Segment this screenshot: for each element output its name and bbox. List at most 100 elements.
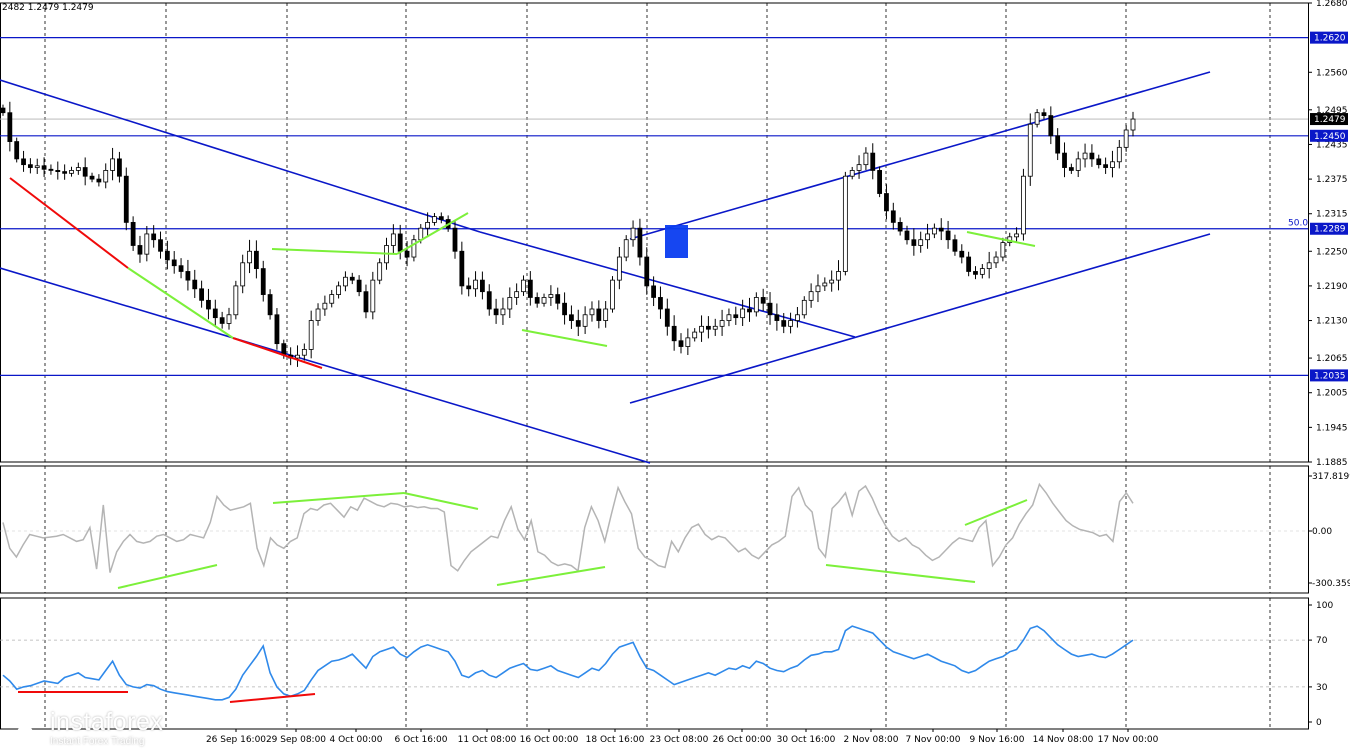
candle-body-bull <box>788 320 793 327</box>
candle <box>897 217 903 236</box>
bullish-divergence-line <box>271 248 398 255</box>
candle-body-bear <box>41 165 47 170</box>
candle <box>1103 157 1109 174</box>
candle-body-bull <box>1110 161 1115 168</box>
candle-body-bull <box>623 239 629 258</box>
candle-body-bear <box>555 294 561 304</box>
candle-body-bear <box>664 308 670 327</box>
candle <box>979 264 985 279</box>
candle-body-bear <box>870 152 876 171</box>
bullish-divergence-line <box>521 329 608 347</box>
candle-body-bull <box>432 216 437 223</box>
time-tick-label: 6 Oct 16:00 <box>395 735 448 745</box>
candle <box>322 295 328 316</box>
candle-body-bear <box>130 221 136 246</box>
candle-body-bear <box>356 279 362 293</box>
candle-body-bear <box>678 340 684 347</box>
candle-body-bull <box>630 227 636 241</box>
price-axis: 1.2680 1.2560 1.2495 1.2435 1.2375 1.2315 1.22… <box>1308 0 1350 728</box>
candle-body-bull <box>507 297 513 310</box>
candle-body-bull <box>719 320 725 327</box>
bearish-divergence-line <box>229 693 316 703</box>
candle-body-bear <box>534 297 540 304</box>
candle-body-bear <box>760 297 766 304</box>
candle-body-bear <box>363 291 369 313</box>
candle-body-bull <box>69 170 74 174</box>
candle <box>473 271 478 297</box>
candle-body-bear <box>349 276 355 281</box>
candle <box>96 174 102 187</box>
candle <box>740 299 746 326</box>
candle <box>226 307 232 330</box>
candle-body-bear <box>1062 152 1067 168</box>
candle <box>1075 151 1081 178</box>
candle-body-bull <box>390 233 396 246</box>
candle-body-bear <box>973 271 978 275</box>
candle <box>69 166 74 177</box>
candle-body-bear <box>945 230 951 241</box>
candle <box>171 251 177 274</box>
candle <box>1000 237 1006 262</box>
candle <box>815 274 821 303</box>
candle <box>267 289 273 320</box>
candle <box>747 297 752 322</box>
candle <box>616 246 622 290</box>
candle <box>637 218 643 266</box>
candle-body-bear <box>185 271 191 281</box>
candle <box>610 276 615 313</box>
candle <box>158 231 163 259</box>
candle <box>164 240 170 270</box>
rsi-tick-label: 0 <box>1316 718 1322 728</box>
candle <box>548 285 554 306</box>
ascending-channel-lower <box>629 233 1211 404</box>
candle-body-bull <box>1130 118 1136 131</box>
candle-body-bear <box>260 268 266 295</box>
candle-body-bull <box>925 233 930 241</box>
candle-body-bull <box>370 279 376 313</box>
time-tick-label: 29 Sep 08:00 <box>266 735 326 745</box>
candle-body-bull <box>1123 129 1129 148</box>
candle <box>966 251 972 277</box>
candle <box>658 286 663 319</box>
brand-logo: instaforex Instant Forex Trading <box>4 706 182 748</box>
candle <box>89 172 95 183</box>
time-tick-label: 23 Oct 08:00 <box>650 735 709 745</box>
candle <box>349 272 355 285</box>
candle-body-bear <box>637 227 643 258</box>
candle <box>7 101 13 152</box>
candle-body-bull <box>1082 152 1088 160</box>
candle <box>849 166 855 180</box>
candle-body-bull <box>808 291 814 301</box>
candle-body-bear <box>486 291 492 310</box>
candle-body-bull <box>685 337 691 347</box>
time-tick-label: 9 Nov 16:00 <box>970 735 1025 745</box>
candle-body-bull <box>918 239 924 246</box>
candle-body-bear <box>438 216 444 220</box>
rsi-tick-label: 30 <box>1316 683 1328 693</box>
fib-label: 50.0 <box>1288 219 1308 229</box>
candle-body-bear <box>82 167 88 177</box>
candle-body-bear <box>1096 158 1102 166</box>
candle <box>500 297 506 325</box>
time-tick-label: 7 Nov 00:00 <box>906 735 961 745</box>
candle <box>438 212 444 224</box>
candle <box>14 137 20 163</box>
time-tick-label: 11 Oct 08:00 <box>458 735 517 745</box>
candle-body-bull <box>842 175 848 272</box>
candle <box>55 161 61 180</box>
candle <box>370 271 376 320</box>
candle <box>1041 108 1047 120</box>
candle-body-bull <box>829 279 835 284</box>
candle <box>1021 168 1026 241</box>
candle-body-bear <box>466 285 472 290</box>
candle-body-bull <box>301 349 307 356</box>
candle <box>62 164 68 180</box>
candle-body-bear <box>253 250 259 269</box>
level-price-box <box>1310 369 1348 382</box>
candle <box>82 157 88 186</box>
cci-panel <box>0 482 1308 573</box>
candle-body-bull <box>418 227 424 241</box>
candle <box>801 296 807 319</box>
